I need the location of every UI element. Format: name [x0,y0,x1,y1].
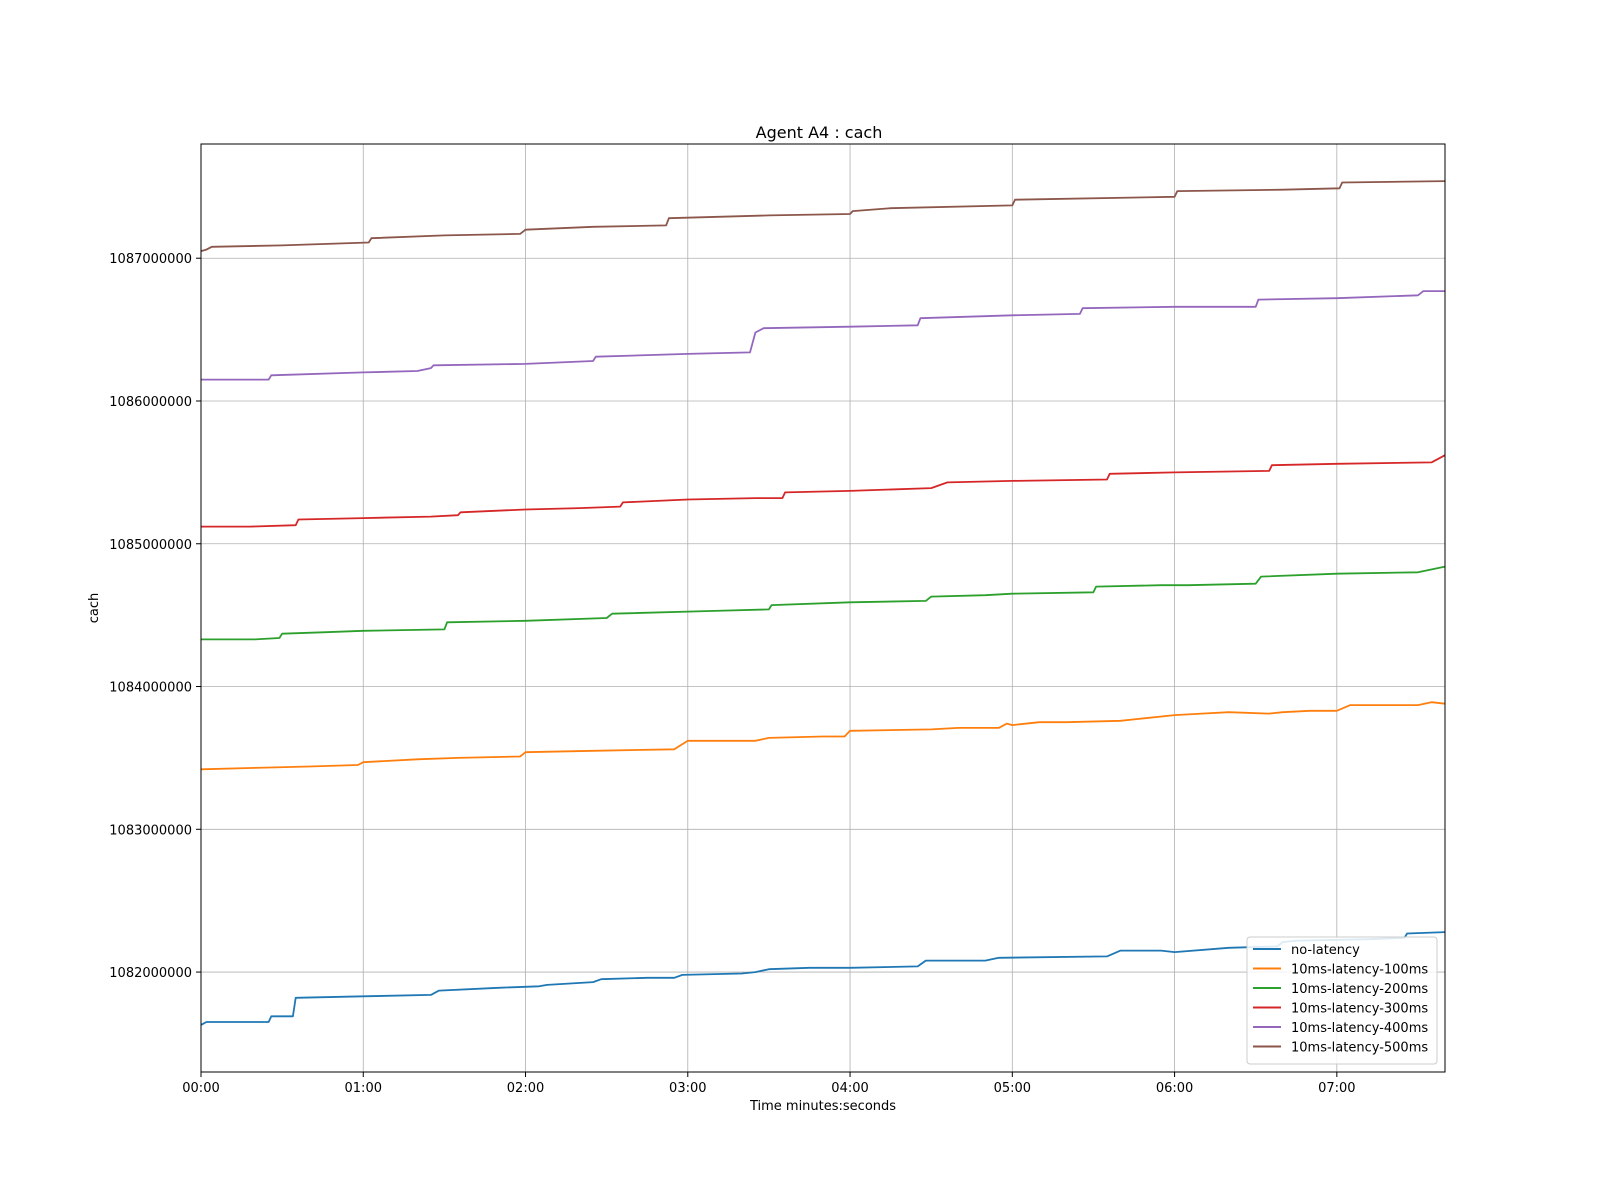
y-tick-label: 1087000000 [109,252,192,267]
y-axis-title: cach [87,593,102,624]
x-tick-label: 04:00 [831,1081,868,1096]
chart-title: Agent A4 : cach [756,123,883,142]
y-axis-ticks: 1082000000 1083000000 1084000000 1085000000… [109,252,201,981]
x-axis-ticks: 00:00 01:00 02:00 03:00 04:00 05:00 06:00 07:00 [182,1072,1356,1096]
x-tick-label: 00:00 [182,1081,219,1096]
legend: no-latency 10ms-latency-100ms 10ms-latency… [1246,936,1438,1065]
series-lines [200,180,1446,1026]
y-tick-label: 1084000000 [109,681,192,696]
legend-label: 10ms-latency-200ms [1291,982,1428,997]
y-tick-label: 1082000000 [109,966,192,981]
plot-area-frame [200,143,1446,1073]
series-line-10ms-latency-200ms [201,565,1446,641]
legend-label: 10ms-latency-300ms [1291,1002,1428,1017]
series-line-10ms-latency-300ms [201,454,1446,528]
legend-label: no-latency [1291,943,1360,958]
y-tick-label: 1086000000 [109,395,192,410]
x-tick-label: 05:00 [994,1081,1031,1096]
x-tick-label: 03:00 [669,1081,706,1096]
legend-label: 10ms-latency-500ms [1291,1041,1428,1056]
series-line-10ms-latency-500ms [200,180,1446,252]
x-tick-label: 02:00 [507,1081,544,1096]
legend-label: 10ms-latency-400ms [1291,1021,1428,1036]
series-line-10ms-latency-400ms [201,290,1445,381]
x-axis-title: Time minutes:seconds [749,1099,896,1114]
y-tick-label: 1085000000 [109,538,192,553]
series-line-10ms-latency-100ms [200,701,1446,771]
x-tick-label: 07:00 [1318,1081,1355,1096]
x-tick-label: 06:00 [1156,1081,1193,1096]
legend-box [1246,936,1438,1065]
y-tick-label: 1083000000 [109,823,192,838]
legend-label: 10ms-latency-100ms [1291,963,1428,978]
x-tick-label: 01:00 [345,1081,382,1096]
